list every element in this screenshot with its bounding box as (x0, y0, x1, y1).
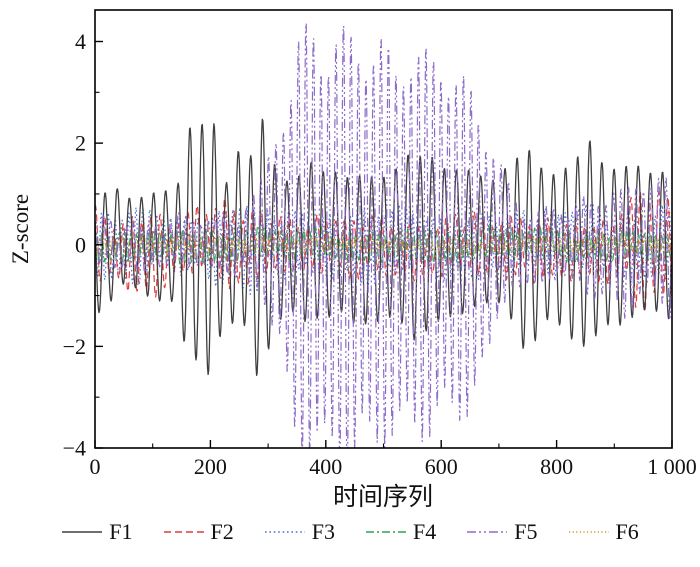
legend-line-sample-F5 (467, 531, 508, 533)
x-axis-title: 时间序列 (333, 483, 433, 511)
y-axis-title: Z-score (8, 194, 33, 264)
legend-item-F1: F1 (61, 519, 133, 544)
legend-line-sample-F6 (568, 531, 609, 533)
y-tick-label: −2 (63, 334, 86, 359)
series-F5 (95, 23, 672, 448)
x-tick-label: 200 (194, 454, 227, 479)
x-tick-label: 1 000 (647, 454, 697, 479)
legend-line-sample-F1 (62, 531, 103, 533)
y-tick-label: −4 (63, 436, 86, 461)
legend-item-F4: F4 (365, 521, 436, 543)
legend-label-F3: F3 (311, 519, 335, 544)
x-tick-label: 800 (540, 454, 573, 479)
legend-label-F6: F6 (615, 519, 639, 544)
y-tick-label: 2 (75, 131, 86, 156)
x-tick-label: 600 (425, 454, 458, 479)
axis-ticks (94, 40, 673, 449)
series-F1 (95, 118, 672, 376)
legend-line-sample-F3 (264, 531, 305, 533)
x-tick-label: 0 (90, 454, 101, 479)
series-F4 (95, 224, 672, 265)
legend-label-F2: F2 (210, 519, 234, 544)
legend-label-F1: F1 (109, 519, 133, 544)
legend-item-F2: F2 (163, 521, 234, 543)
legend-item-F6: F6 (568, 521, 639, 543)
y-tick-label: 4 (75, 29, 86, 54)
series-F6 (95, 235, 672, 254)
legend-label-F5: F5 (514, 519, 538, 544)
legend-line-sample-F2 (163, 531, 204, 533)
legend-label-F4: F4 (413, 519, 437, 544)
y-tick-label: 0 (75, 232, 86, 257)
chart-canvas: 0 200 400 600 800 1 000 −4 −2 0 2 4 Z-score 时间序列 (8, 9, 697, 511)
series-layer (95, 23, 672, 448)
legend-item-F5: F5 (466, 519, 538, 544)
legend-line-sample-F4 (366, 531, 406, 533)
x-tick-label: 400 (309, 454, 342, 479)
legend-item-F3: F3 (264, 521, 335, 543)
axis-tick-labels: 0 200 400 600 800 1 000 −4 −2 0 2 4 (63, 29, 697, 479)
legend: F1 F2 F3 F4 F5 F6 (0, 521, 700, 543)
series-F3 (95, 203, 672, 295)
